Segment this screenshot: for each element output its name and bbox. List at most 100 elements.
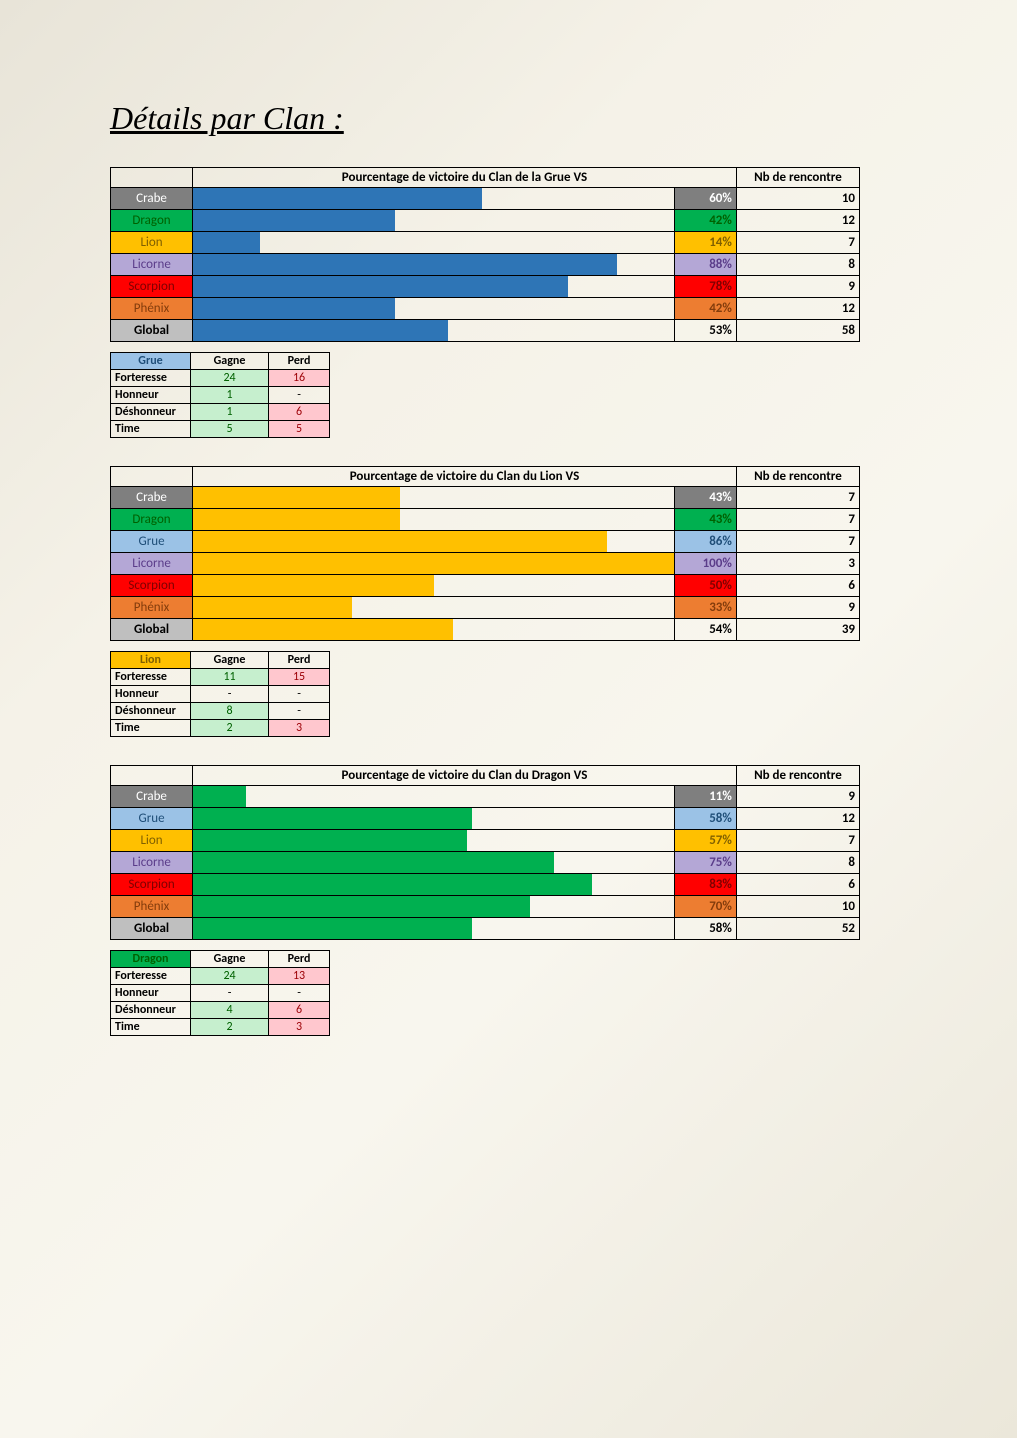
- bar: [193, 918, 472, 939]
- table-row: Crabe60%10: [111, 188, 860, 210]
- gp-row: Forteresse2416: [111, 370, 330, 387]
- bar-cell: [193, 487, 675, 509]
- pct-value: 88%: [675, 254, 737, 276]
- bar: [193, 188, 482, 209]
- clan-label: Licorne: [111, 553, 193, 575]
- gp-row: Time55: [111, 421, 330, 438]
- pct-value: 75%: [675, 852, 737, 874]
- bar-cell: [193, 531, 675, 553]
- gp-perd-value: 3: [269, 720, 330, 737]
- gp-row: Honneur1-: [111, 387, 330, 404]
- table-row: Lion14%7: [111, 232, 860, 254]
- gp-perd-value: 6: [269, 1002, 330, 1019]
- nb-value: 7: [736, 531, 859, 553]
- pct-value: 14%: [675, 232, 737, 254]
- table-row: Dragon43%7: [111, 509, 860, 531]
- win-pct-table-grue: Pourcentage de victoire du Clan de la Gr…: [110, 167, 860, 342]
- gp-gagne-value: 1: [191, 387, 269, 404]
- gp-row-label: Forteresse: [111, 968, 191, 985]
- global-row: Global58%52: [111, 918, 860, 940]
- gp-gagne-value: 4: [191, 1002, 269, 1019]
- nb-header: Nb de rencontre: [736, 467, 859, 487]
- nb-value: 52: [736, 918, 859, 940]
- gp-row: Time23: [111, 720, 330, 737]
- bar: [193, 232, 260, 253]
- table-row: Scorpion50%6: [111, 575, 860, 597]
- bar-cell: [193, 575, 675, 597]
- chart-title: Pourcentage de victoire du Clan du Drago…: [193, 766, 737, 786]
- gp-perd-value: 15: [269, 669, 330, 686]
- sections-container: Pourcentage de victoire du Clan de la Gr…: [110, 167, 907, 1036]
- clan-label: Phénix: [111, 896, 193, 918]
- bar: [193, 896, 530, 917]
- gp-perd-value: 16: [269, 370, 330, 387]
- gp-perd-value: -: [269, 686, 330, 703]
- gp-perd-header: Perd: [269, 951, 330, 968]
- nb-header: Nb de rencontre: [736, 168, 859, 188]
- bar: [193, 619, 453, 640]
- clan-label: Scorpion: [111, 874, 193, 896]
- bar: [193, 320, 448, 341]
- pct-value: 60%: [675, 188, 737, 210]
- blank-header: [111, 168, 193, 188]
- bar: [193, 298, 395, 319]
- bar-cell: [193, 232, 675, 254]
- bar-cell: [193, 918, 675, 940]
- gp-row-label: Time: [111, 720, 191, 737]
- chart-title: Pourcentage de victoire du Clan de la Gr…: [193, 168, 737, 188]
- nb-value: 8: [736, 852, 859, 874]
- pct-value: 58%: [675, 918, 737, 940]
- gp-row-label: Déshonneur: [111, 404, 191, 421]
- table-row: Crabe43%7: [111, 487, 860, 509]
- gp-row-label: Honneur: [111, 686, 191, 703]
- bar-cell: [193, 210, 675, 232]
- nb-value: 9: [736, 597, 859, 619]
- pct-value: 43%: [675, 487, 737, 509]
- nb-value: 9: [736, 276, 859, 298]
- gp-gagne-value: 5: [191, 421, 269, 438]
- bar: [193, 531, 607, 552]
- gp-row: Déshonneur8-: [111, 703, 330, 720]
- gp-gagne-header: Gagne: [191, 353, 269, 370]
- gp-gagne-header: Gagne: [191, 951, 269, 968]
- clan-label: Phénix: [111, 298, 193, 320]
- nb-value: 12: [736, 808, 859, 830]
- bar: [193, 254, 616, 275]
- gp-row-label: Honneur: [111, 985, 191, 1002]
- bar: [193, 553, 674, 574]
- pct-value: 50%: [675, 575, 737, 597]
- pct-value: 57%: [675, 830, 737, 852]
- table-row: Grue58%12: [111, 808, 860, 830]
- clan-label: Dragon: [111, 509, 193, 531]
- bar-cell: [193, 830, 675, 852]
- blank-header: [111, 467, 193, 487]
- nb-value: 12: [736, 298, 859, 320]
- bar: [193, 830, 467, 851]
- gp-row-label: Time: [111, 421, 191, 438]
- gp-row-label: Forteresse: [111, 669, 191, 686]
- gp-perd-value: -: [269, 387, 330, 404]
- pct-value: 11%: [675, 786, 737, 808]
- nb-value: 7: [736, 830, 859, 852]
- bar-cell: [193, 509, 675, 531]
- bar-cell: [193, 597, 675, 619]
- clan-label: Crabe: [111, 786, 193, 808]
- pct-value: 42%: [675, 210, 737, 232]
- gp-row: Déshonneur46: [111, 1002, 330, 1019]
- gp-row-label: Forteresse: [111, 370, 191, 387]
- pct-value: 70%: [675, 896, 737, 918]
- bar: [193, 575, 434, 596]
- gp-perd-value: -: [269, 703, 330, 720]
- bar: [193, 509, 400, 530]
- table-row: Scorpion83%6: [111, 874, 860, 896]
- pct-value: 53%: [675, 320, 737, 342]
- bar-cell: [193, 298, 675, 320]
- clan-label: Grue: [111, 808, 193, 830]
- gp-gagne-value: 8: [191, 703, 269, 720]
- clan-label: Crabe: [111, 487, 193, 509]
- bar: [193, 487, 400, 508]
- nb-value: 3: [736, 553, 859, 575]
- bar: [193, 874, 592, 895]
- pct-value: 54%: [675, 619, 737, 641]
- gp-row: Déshonneur16: [111, 404, 330, 421]
